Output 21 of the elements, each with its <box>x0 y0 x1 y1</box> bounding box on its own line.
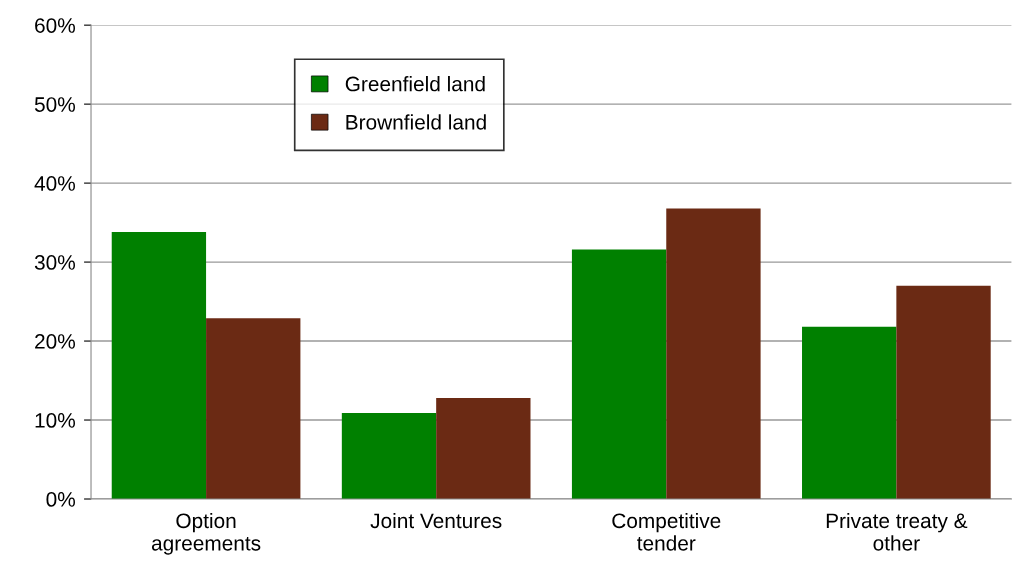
bar <box>666 208 761 499</box>
bar <box>111 232 207 499</box>
y-tick-label: 50% <box>34 97 75 112</box>
bar <box>206 318 301 499</box>
y-tick-label: 20% <box>35 334 75 349</box>
y-tick-label: 60% <box>35 18 75 33</box>
y-tick-label: 10% <box>35 413 75 428</box>
y-tick-label: 30% <box>34 255 75 270</box>
x-tick-label: Competitive tender <box>612 512 721 551</box>
bar <box>341 412 437 499</box>
legend-label: Greenfield land <box>345 76 485 92</box>
bar <box>571 249 667 499</box>
bar <box>896 285 991 499</box>
y-tick-label: 40% <box>34 176 75 191</box>
bar <box>802 326 897 499</box>
legend-label: Brownfield land <box>346 114 486 130</box>
y-tick-label: 0% <box>46 492 75 507</box>
x-tick-label: Option agreements <box>151 512 261 555</box>
bar <box>436 397 531 499</box>
x-tick-label: Private treaty & other <box>826 512 968 551</box>
x-tick-label: Joint Ventures <box>370 512 502 529</box>
